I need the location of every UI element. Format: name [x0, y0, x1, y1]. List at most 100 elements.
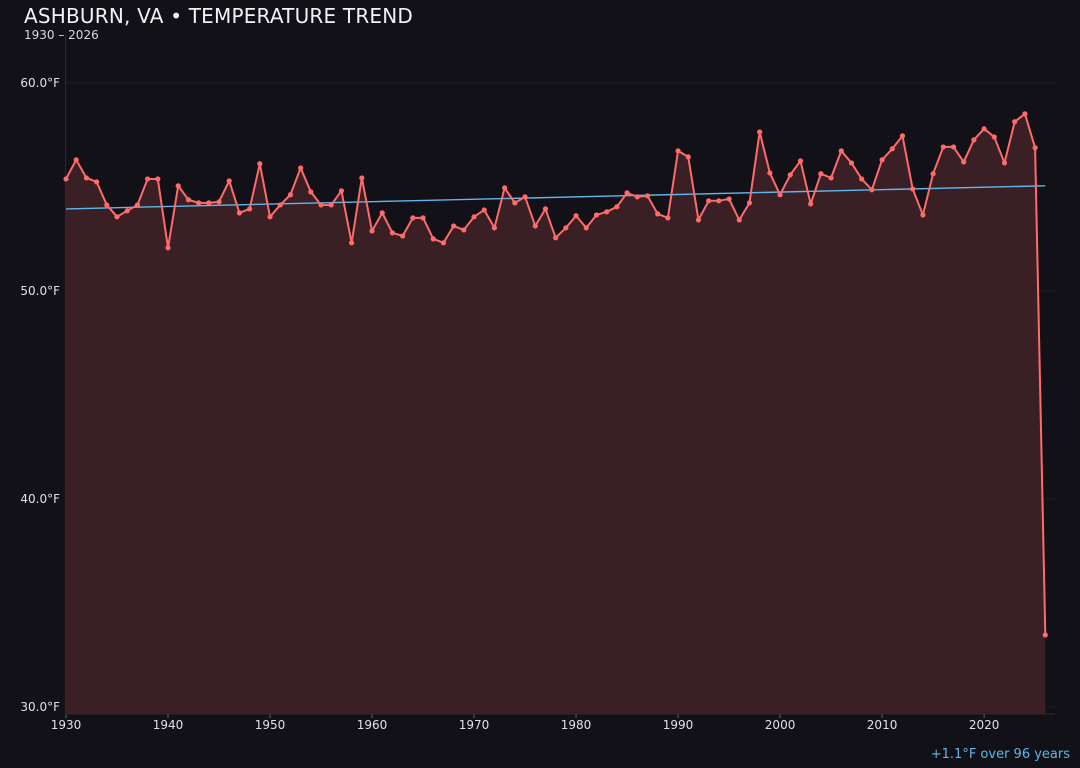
data-point: [695, 217, 702, 223]
data-point: [461, 227, 467, 233]
data-point: [808, 201, 814, 207]
data-point: [961, 159, 967, 165]
data-point: [522, 194, 528, 200]
data-point: [104, 202, 110, 208]
x-tick-label: 2020: [969, 718, 1000, 732]
data-point: [114, 214, 120, 220]
data-point: [328, 202, 334, 208]
data-point: [746, 200, 753, 206]
data-point: [94, 179, 100, 185]
data-point: [553, 235, 559, 241]
x-tick-label: 2010: [867, 718, 898, 732]
data-point: [379, 210, 385, 216]
data-point: [889, 146, 895, 152]
x-tick-label: 1950: [255, 718, 286, 732]
data-point: [73, 157, 79, 163]
data-point: [1022, 111, 1028, 117]
data-point: [206, 200, 212, 206]
trend-line: [65, 185, 1046, 210]
data-point: [410, 215, 416, 221]
data-point: [1012, 119, 1018, 125]
data-point: [430, 236, 436, 242]
data-point: [685, 154, 691, 160]
data-point: [869, 187, 875, 193]
x-tick-label: 1940: [153, 718, 184, 732]
data-point: [1001, 160, 1008, 166]
data-point: [1032, 145, 1038, 151]
data-point: [440, 240, 447, 246]
data-point: [726, 196, 732, 202]
y-tick-label: 60.0°F: [20, 76, 60, 90]
x-tick-label: 1990: [663, 718, 694, 732]
x-tick-label: 1930: [51, 718, 82, 732]
data-point: [298, 165, 304, 171]
data-point: [491, 225, 498, 231]
x-tick-label: 1980: [561, 718, 592, 732]
temperature-area-fill: [66, 113, 1046, 714]
data-point: [277, 202, 283, 208]
data-point: [124, 208, 130, 214]
data-point: [828, 175, 834, 181]
data-point: [420, 215, 426, 221]
data-point: [563, 225, 569, 231]
data-point: [369, 228, 375, 234]
data-point: [1042, 632, 1048, 638]
data-point: [155, 176, 161, 182]
y-tick-label: 40.0°F: [20, 492, 60, 506]
x-tick-label: 1960: [357, 718, 388, 732]
data-point: [349, 240, 355, 246]
data-point: [583, 225, 589, 231]
data-point: [920, 212, 926, 218]
data-point: [665, 215, 671, 221]
chart-title: ASHBURN, VA • TEMPERATURE TREND: [24, 4, 414, 28]
data-point: [532, 223, 538, 229]
data-point: [236, 210, 243, 216]
data-point: [706, 198, 712, 204]
data-point: [502, 185, 508, 191]
data-point: [655, 211, 661, 217]
data-point: [451, 223, 457, 229]
data-point: [338, 188, 345, 194]
data-point: [838, 148, 844, 154]
data-point: [471, 214, 477, 220]
data-point: [604, 209, 610, 215]
data-point: [797, 158, 804, 164]
data-point: [318, 202, 324, 208]
data-point: [848, 160, 855, 166]
data-point: [818, 171, 824, 177]
data-point: [981, 126, 987, 132]
data-point: [185, 197, 192, 203]
x-tick-label: 1970: [459, 718, 490, 732]
data-point: [175, 183, 181, 189]
data-point: [63, 176, 69, 182]
data-point: [950, 144, 957, 150]
data-point: [257, 161, 263, 167]
data-point: [899, 133, 906, 139]
data-point: [644, 193, 651, 199]
data-point: [787, 172, 793, 178]
data-point: [614, 204, 620, 210]
data-point: [165, 245, 171, 251]
chart-subtitle: 1930 – 2026: [24, 28, 99, 42]
data-point: [757, 129, 763, 135]
data-point: [287, 192, 294, 198]
data-point: [767, 170, 773, 176]
data-point: [716, 198, 722, 204]
data-point: [542, 206, 549, 212]
data-point: [267, 214, 273, 220]
data-point: [389, 230, 396, 236]
data-point: [145, 176, 151, 182]
data-point: [910, 186, 916, 192]
data-point: [216, 199, 222, 205]
data-point: [593, 212, 600, 218]
data-point: [359, 175, 365, 181]
data-point: [573, 213, 579, 219]
data-point: [400, 233, 406, 239]
data-point: [624, 190, 630, 196]
data-point: [777, 192, 783, 198]
data-point: [736, 217, 742, 223]
data-point: [879, 157, 885, 163]
data-point: [83, 175, 90, 181]
data-point: [634, 194, 640, 200]
